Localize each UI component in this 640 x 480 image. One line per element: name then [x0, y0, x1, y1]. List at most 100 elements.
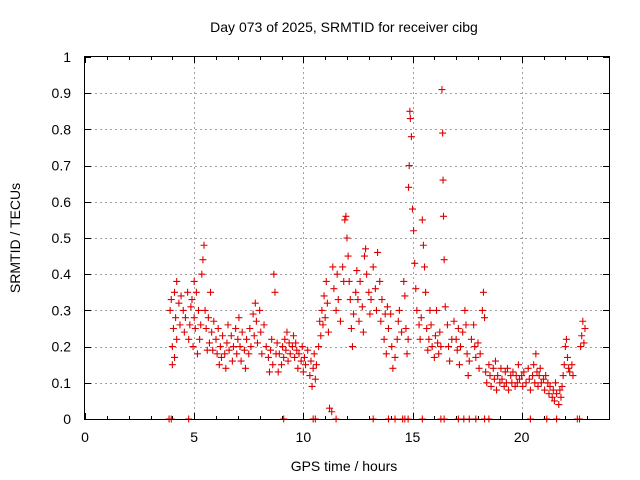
data-point — [501, 368, 509, 376]
y-tick-label: 0.1 — [52, 375, 72, 391]
data-point — [387, 310, 395, 318]
data-point — [459, 328, 467, 336]
x-tick-label: 0 — [81, 429, 89, 445]
data-point — [383, 303, 391, 311]
data-point — [410, 227, 418, 235]
y-tick-label: 1 — [63, 49, 71, 65]
data-points — [165, 86, 589, 423]
y-tick-label: 0.2 — [52, 339, 72, 355]
data-point — [555, 401, 563, 409]
data-point — [531, 379, 539, 387]
data-point — [377, 317, 385, 325]
data-point — [294, 364, 302, 372]
data-point — [452, 335, 460, 343]
data-point — [191, 325, 199, 332]
data-point — [307, 357, 315, 365]
data-point — [199, 256, 207, 264]
y-tick-label: 0.6 — [52, 194, 72, 210]
data-point — [363, 270, 371, 278]
data-point — [560, 361, 568, 369]
data-point — [229, 343, 237, 351]
data-point — [347, 325, 355, 332]
data-point — [365, 288, 373, 296]
x-axis-label: GPS time / hours — [291, 458, 398, 474]
data-point — [247, 343, 255, 351]
data-point — [441, 303, 449, 311]
data-point — [485, 361, 493, 369]
data-point — [436, 328, 444, 336]
data-point — [529, 372, 537, 380]
data-point — [181, 314, 189, 322]
data-point — [542, 372, 550, 380]
data-point — [562, 335, 570, 343]
data-point — [224, 321, 232, 329]
data-point — [548, 393, 556, 401]
data-point — [380, 335, 388, 343]
data-point — [549, 386, 557, 394]
data-point — [299, 368, 307, 376]
data-point — [269, 361, 277, 369]
data-point — [483, 379, 491, 387]
data-point — [237, 357, 245, 365]
data-point — [285, 339, 293, 347]
data-point — [558, 382, 566, 390]
y-tick-label: 0.7 — [52, 158, 72, 174]
data-point — [212, 335, 220, 343]
data-point — [496, 379, 504, 387]
data-point — [418, 216, 426, 224]
data-point — [437, 343, 445, 351]
x-tick-labels: 0 5 10 15 20 — [81, 429, 530, 445]
data-point — [341, 216, 349, 224]
data-point — [482, 368, 490, 376]
data-point — [494, 372, 502, 380]
data-point — [440, 256, 448, 264]
y-axis-label: SRMTID / TECUs — [7, 183, 23, 293]
data-point — [356, 277, 364, 285]
data-point — [401, 292, 409, 300]
x-tick-label: 15 — [405, 429, 421, 445]
data-point — [312, 361, 320, 369]
data-point — [404, 335, 412, 343]
data-point — [333, 270, 341, 278]
data-point — [168, 361, 176, 369]
data-point — [511, 382, 519, 390]
data-point — [311, 375, 319, 383]
data-point — [391, 353, 399, 361]
data-point — [207, 288, 215, 296]
data-point — [173, 335, 181, 343]
data-point — [297, 357, 305, 365]
y-tick-label: 0.3 — [52, 302, 72, 318]
data-point — [167, 296, 175, 304]
data-point — [271, 288, 279, 296]
data-point — [185, 335, 193, 343]
data-point — [457, 343, 465, 351]
data-point — [329, 263, 337, 271]
data-point — [268, 335, 276, 343]
data-point — [225, 346, 233, 354]
data-point — [179, 306, 187, 314]
data-point — [513, 379, 521, 387]
data-point — [534, 382, 542, 390]
data-point — [275, 350, 283, 358]
data-point — [241, 364, 249, 372]
data-point — [500, 382, 508, 390]
data-point — [343, 234, 351, 242]
data-point — [553, 390, 561, 398]
data-point — [550, 397, 558, 405]
data-point — [321, 314, 329, 322]
data-point — [556, 386, 564, 394]
data-point — [344, 252, 352, 260]
data-point — [249, 310, 257, 318]
data-point — [284, 357, 292, 365]
data-point — [443, 321, 451, 329]
data-point — [316, 317, 324, 325]
data-point — [464, 372, 472, 380]
data-point — [298, 343, 306, 351]
data-point — [388, 343, 396, 351]
data-point — [214, 325, 222, 332]
data-point — [371, 285, 379, 293]
data-point — [406, 107, 414, 115]
data-point — [407, 133, 415, 141]
data-point — [537, 379, 545, 387]
data-point — [184, 288, 192, 296]
